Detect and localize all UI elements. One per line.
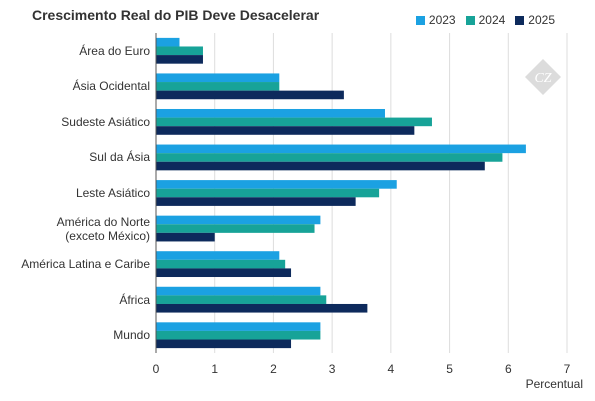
y-category-label: Área do Euro: [79, 43, 150, 58]
y-axis-labels: Área do Euro Ásia Ocidental Sudeste Asiáti…: [0, 0, 150, 401]
bar-2025-3: [156, 161, 485, 171]
legend-item-series-1: 2023: [415, 13, 456, 27]
x-tick-label: 4: [388, 362, 395, 376]
bar-2024-5: [156, 224, 315, 233]
legend-item-series-3: 2025: [515, 13, 555, 27]
bar-2024-6: [156, 259, 286, 269]
bar-2023-6: [156, 251, 280, 260]
y-category-label: América do Norte (exceto México): [56, 214, 150, 243]
bar-2023-2: [156, 108, 385, 118]
bar-2025-8: [156, 339, 292, 349]
legend-label-series-1: 2023: [428, 13, 456, 27]
bar-2025-6: [156, 268, 292, 278]
bar-2024-8: [156, 330, 321, 340]
bar-2025-7: [156, 303, 368, 313]
x-tick-label: 2: [270, 362, 277, 376]
y-category-label: Ásia Ocidental: [72, 79, 150, 94]
logo-watermark-icon: CZ: [525, 59, 561, 95]
y-category-label: Sudeste Asiático: [61, 114, 150, 129]
legend-swatch-series-1: [415, 15, 425, 25]
x-tick-label: 3: [329, 362, 336, 376]
bar-2023-4: [156, 180, 397, 189]
bar-2025-1: [156, 90, 344, 100]
bar-2023-7: [156, 286, 321, 296]
bar-2025-0: [156, 55, 203, 64]
x-tick-label: 0: [153, 362, 160, 376]
x-tick-label: 1: [211, 362, 218, 376]
bar-2024-2: [156, 117, 432, 127]
x-axis-title: Percentual: [525, 377, 583, 391]
bar-2023-3: [156, 144, 526, 154]
y-category-label: Leste Asiático: [75, 186, 150, 200]
y-category-label: Mundo: [113, 328, 150, 343]
x-tick-label: 7: [564, 362, 571, 376]
legend-label-series-3: 2025: [528, 13, 555, 27]
bar-2025-4: [156, 197, 356, 206]
x-tick-label: 5: [446, 362, 453, 376]
bar-2024-0: [156, 46, 203, 56]
svg-text:CZ: CZ: [534, 71, 551, 86]
legend-swatch-series-3: [515, 15, 525, 25]
bar-2024-1: [156, 82, 280, 91]
x-tick-label: 6: [505, 362, 512, 376]
chart-title: Crescimento Real do PIB Deve Desacelerar: [32, 7, 320, 23]
bar-2023-8: [156, 322, 321, 331]
bar-2023-5: [156, 215, 321, 225]
legend-label-series-2: 2024: [478, 13, 506, 27]
legend-item-series-2: 2024: [465, 13, 506, 27]
bar-2023-0: [156, 37, 180, 47]
y-category-label: Sul da Ásia: [89, 150, 150, 165]
y-category-label: África: [119, 292, 150, 307]
bar-2024-7: [156, 295, 327, 304]
y-category-label: América Latina e Caribe: [21, 257, 150, 272]
bar-2025-5: [156, 232, 215, 242]
chart-legend: 2023 2024 2025: [415, 13, 555, 27]
bar-2023-1: [156, 73, 280, 83]
legend-swatch-series-2: [465, 15, 475, 25]
bar-2024-4: [156, 188, 380, 198]
bar-2024-3: [156, 153, 503, 162]
bar-2025-2: [156, 126, 415, 135]
